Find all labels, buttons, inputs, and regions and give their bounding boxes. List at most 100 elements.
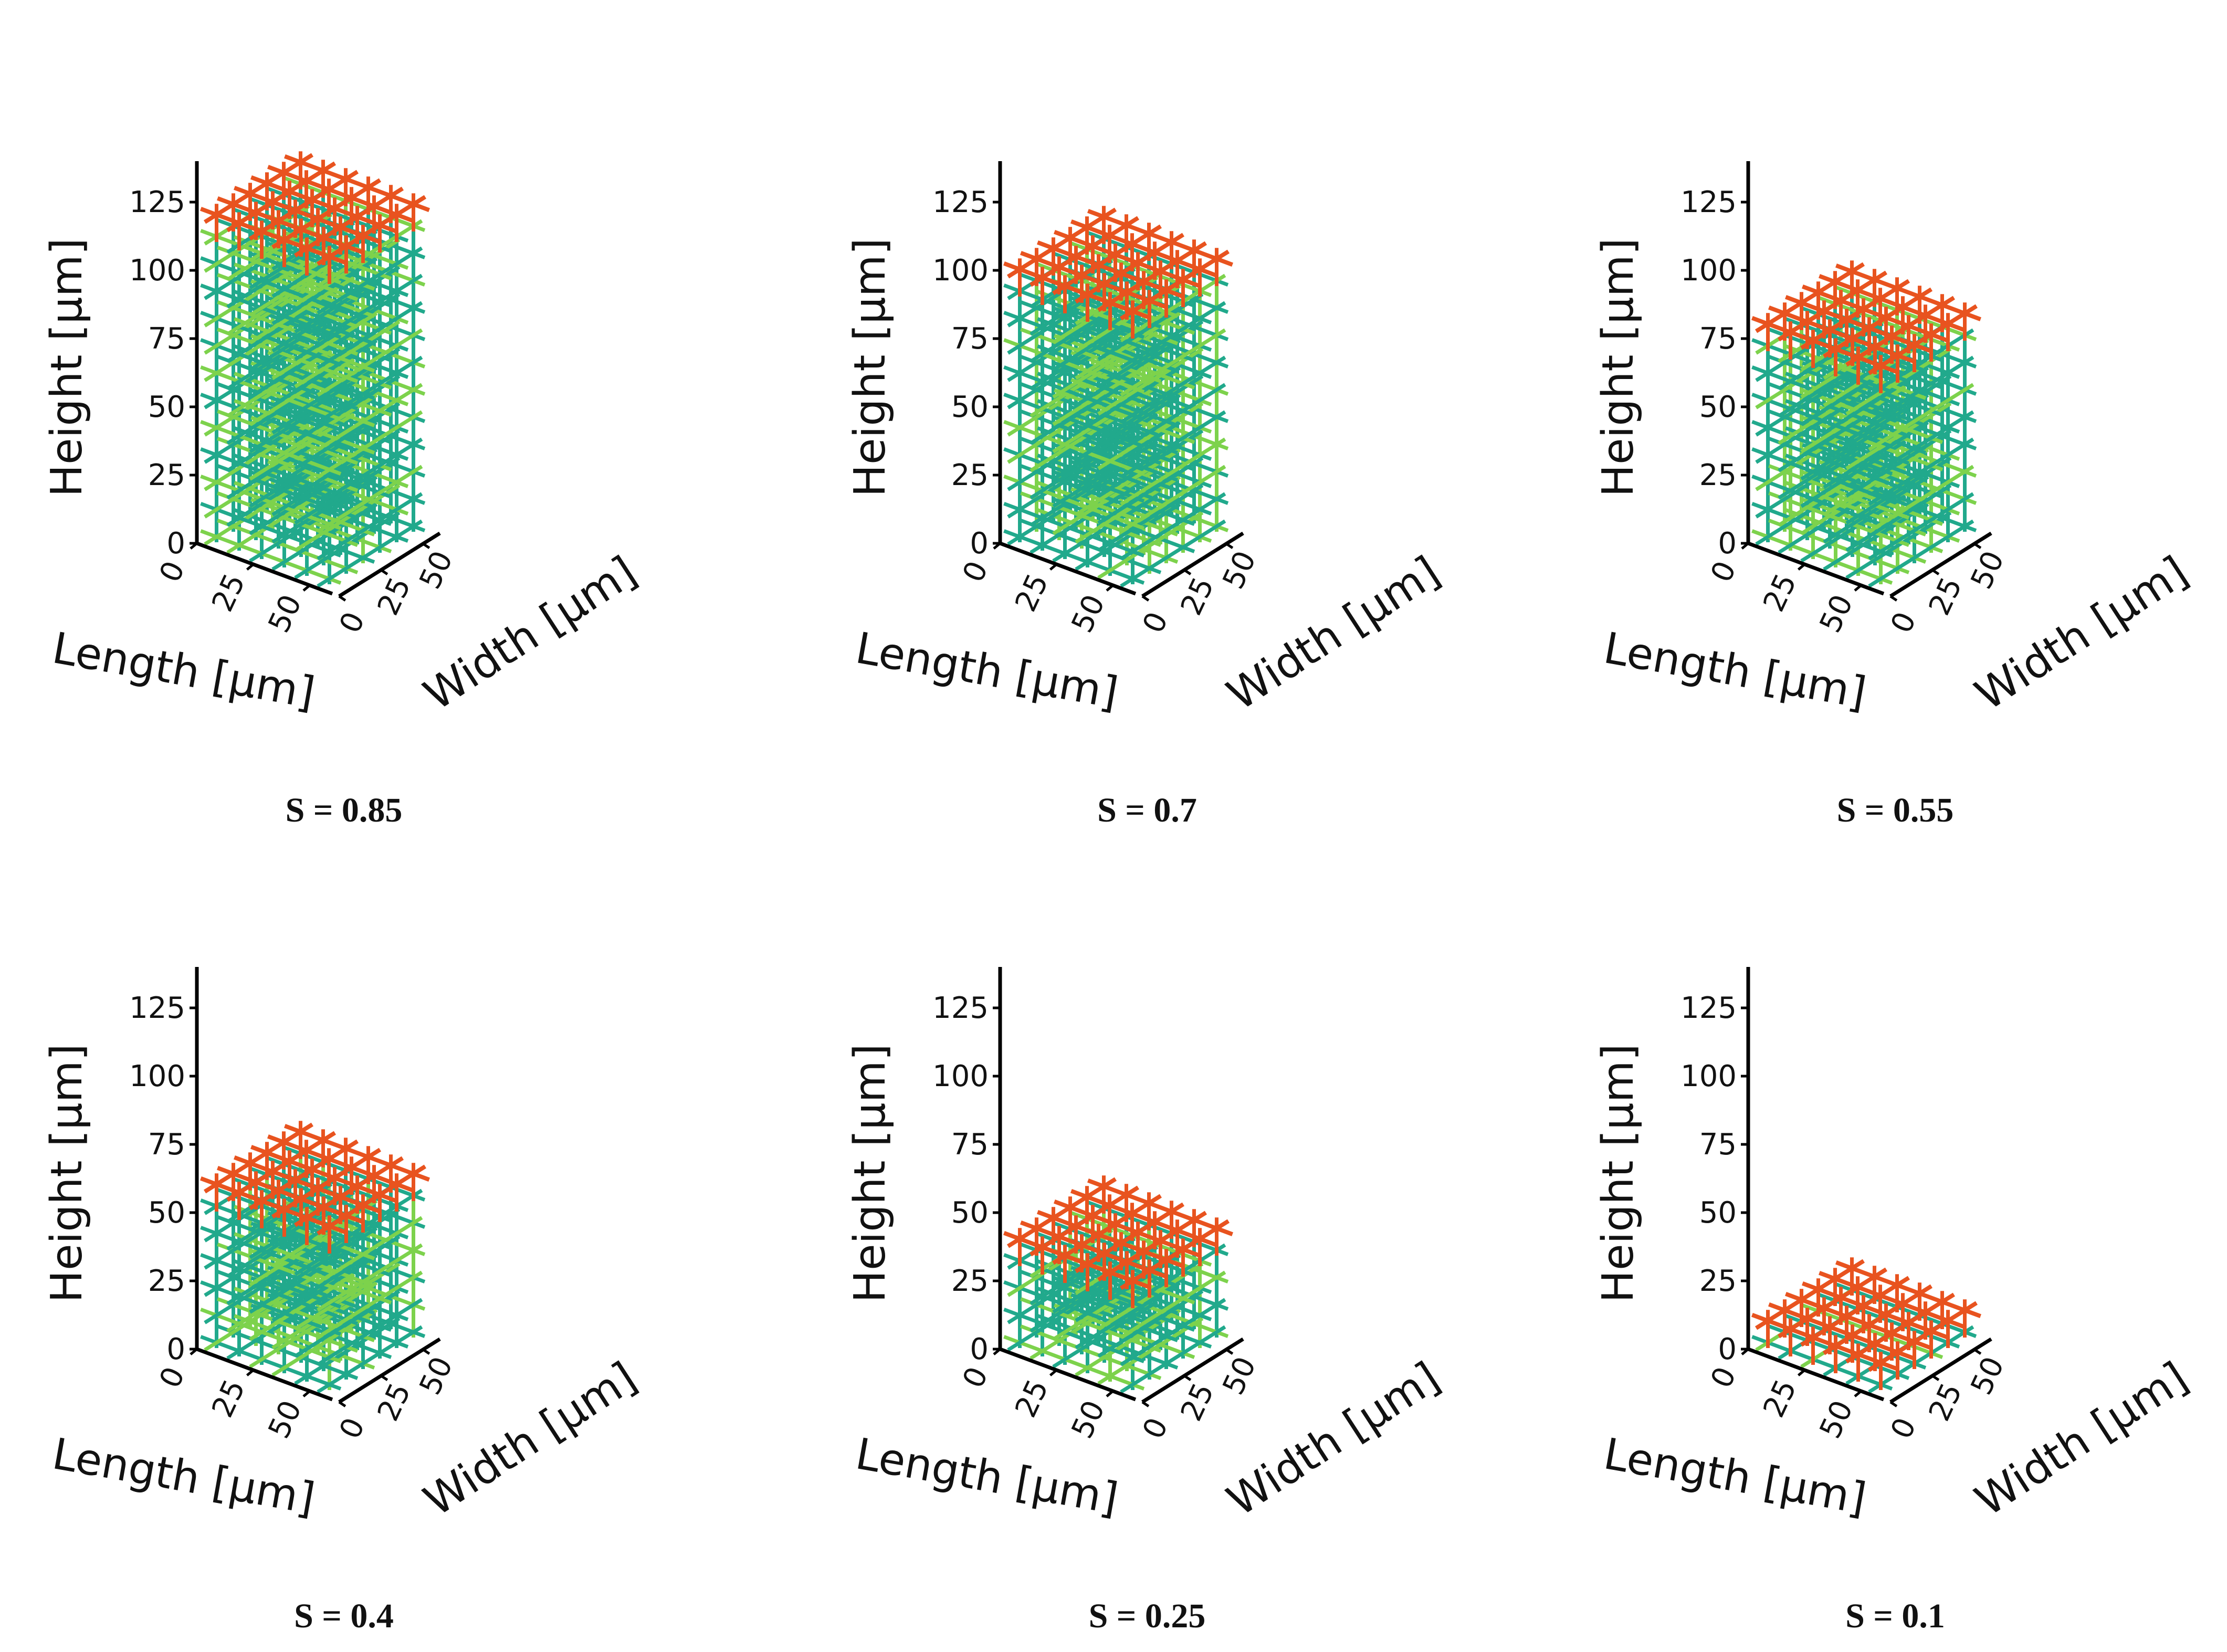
z-tick-label: 125 xyxy=(129,991,185,1025)
lattice-structure xyxy=(1003,206,1233,588)
lattice-rod-width xyxy=(204,477,310,546)
lattice-rod-width xyxy=(1778,431,1884,500)
top-layer-rod xyxy=(1800,279,1910,350)
top-layer-rod xyxy=(1845,296,1956,367)
lattice-rod-width xyxy=(1097,1317,1204,1385)
z-tick-label: 25 xyxy=(148,458,185,492)
lattice-rod-width xyxy=(317,1216,423,1285)
lattice-rod-width xyxy=(1120,465,1226,533)
z-tick-label: 50 xyxy=(148,1196,185,1230)
lattice-rod-width xyxy=(1052,330,1159,399)
lattice-rod-length xyxy=(1802,361,1944,417)
z-tick-label: 50 xyxy=(148,390,185,424)
lattice-rod-width xyxy=(317,1325,423,1394)
length-tick xyxy=(190,1348,198,1355)
lattice-rod-width xyxy=(1800,385,1907,454)
lattice-rod-width xyxy=(1120,1243,1226,1312)
lattice-rod-width xyxy=(249,1245,355,1314)
width-tick xyxy=(422,1348,430,1355)
lattice-rod-length xyxy=(1020,355,1162,411)
lattice-rod-length xyxy=(250,1303,392,1359)
lattice-rod-width xyxy=(226,404,333,472)
lattice-rod-length xyxy=(1802,416,1944,471)
z-axis-title: Height [µm] xyxy=(42,1044,92,1302)
lattice-rod-width xyxy=(1052,467,1159,535)
z-tick-label: 100 xyxy=(1680,254,1737,288)
lattice-rod-width xyxy=(1075,1281,1181,1350)
lattice-rod-length xyxy=(234,399,375,455)
lattice-rod-length xyxy=(234,1314,375,1370)
lattice-rod-length xyxy=(217,1324,359,1380)
width-tick xyxy=(422,542,430,549)
panel-caption: S = 0.55 xyxy=(1837,791,1954,829)
lattice-rod-width xyxy=(204,450,310,519)
lattice-rod-width xyxy=(294,320,401,388)
lattice-rod-length xyxy=(1054,416,1195,471)
lattice-rod-length xyxy=(1070,405,1212,461)
top-layer-rod xyxy=(1087,209,1233,267)
lattice-structure xyxy=(1003,1175,1233,1394)
lattice-rod-width xyxy=(249,439,355,508)
lattice-rod-length xyxy=(1070,433,1212,488)
width-tick xyxy=(1973,542,1982,549)
lattice-rod-length xyxy=(1802,498,1944,553)
lattice-rod-width xyxy=(249,276,355,344)
panel-caption: S = 0.25 xyxy=(1089,1597,1206,1635)
lattice-rod-length xyxy=(1768,355,1910,411)
z-tick-label: 100 xyxy=(129,1059,185,1093)
lattice-rod-length xyxy=(1003,393,1145,448)
width-tick xyxy=(1225,542,1234,549)
lattice-rod-length xyxy=(234,262,375,318)
z-tick-label: 25 xyxy=(148,1264,185,1298)
lattice-rod-width xyxy=(204,395,310,464)
lattice-rod-length xyxy=(1020,437,1162,492)
lattice-rod-width xyxy=(1007,341,1114,409)
lattice-rod-width xyxy=(249,494,355,563)
top-layer-rod xyxy=(1119,249,1230,321)
lattice-rod-width xyxy=(1868,437,1974,506)
z-axis-title: Height [µm] xyxy=(845,1044,895,1302)
top-layer-rod xyxy=(1097,1211,1207,1282)
lattice-rod-length xyxy=(250,361,392,417)
z-tick-label: 125 xyxy=(932,991,989,1025)
lattice-rod-length xyxy=(1070,460,1212,515)
lattice-rod-width xyxy=(1075,502,1181,571)
lattice-rod-length xyxy=(1070,1266,1212,1321)
z-tick-label: 50 xyxy=(951,390,989,424)
top-layer-rod xyxy=(1070,1189,1216,1247)
panel-caption: S = 0.1 xyxy=(1845,1597,1945,1635)
lattice-rod-width xyxy=(1868,328,1974,397)
lattice-structure xyxy=(1751,1257,1981,1394)
top-layer-rod xyxy=(1070,219,1216,277)
lattice-rod-length xyxy=(217,437,359,492)
lattice-rod-width xyxy=(1845,483,1952,552)
lattice-rod-width xyxy=(271,393,378,462)
lattice-rod-width xyxy=(1120,273,1226,342)
width-tick xyxy=(1889,1401,1898,1407)
lattice-rod-width xyxy=(1075,420,1181,489)
lattice-rod-width xyxy=(1120,1325,1226,1394)
lattice-rod-length xyxy=(200,229,342,285)
top-layer-rod xyxy=(293,186,404,258)
top-layer-rod xyxy=(1785,1292,1931,1350)
width-tick xyxy=(1183,1374,1192,1381)
top-layer-rod xyxy=(1020,1220,1166,1278)
top-layer-rod xyxy=(1087,1179,1233,1236)
lattice-structure xyxy=(200,151,430,588)
top-layer-rod xyxy=(1755,262,1865,333)
length-tick xyxy=(1106,1390,1114,1397)
panel-caption: S = 0.85 xyxy=(286,791,403,829)
lattice-rod-width xyxy=(1800,412,1907,481)
lattice-rod-width xyxy=(1823,448,1929,517)
lattice-rod-width xyxy=(271,1308,378,1377)
lattice-rod-length xyxy=(1020,464,1162,520)
lattice-rod-length xyxy=(1768,382,1910,438)
lattice-rod-width xyxy=(226,486,333,554)
lattice-rod-length xyxy=(267,460,409,515)
lattice-rod-width xyxy=(317,273,423,342)
lattice-rod-width xyxy=(1778,458,1884,527)
top-layer-rod xyxy=(1097,241,1207,312)
lattice-rod-width xyxy=(249,385,355,454)
lattice-rod-length xyxy=(1751,393,1893,448)
lattice-rod-length xyxy=(1020,519,1162,574)
